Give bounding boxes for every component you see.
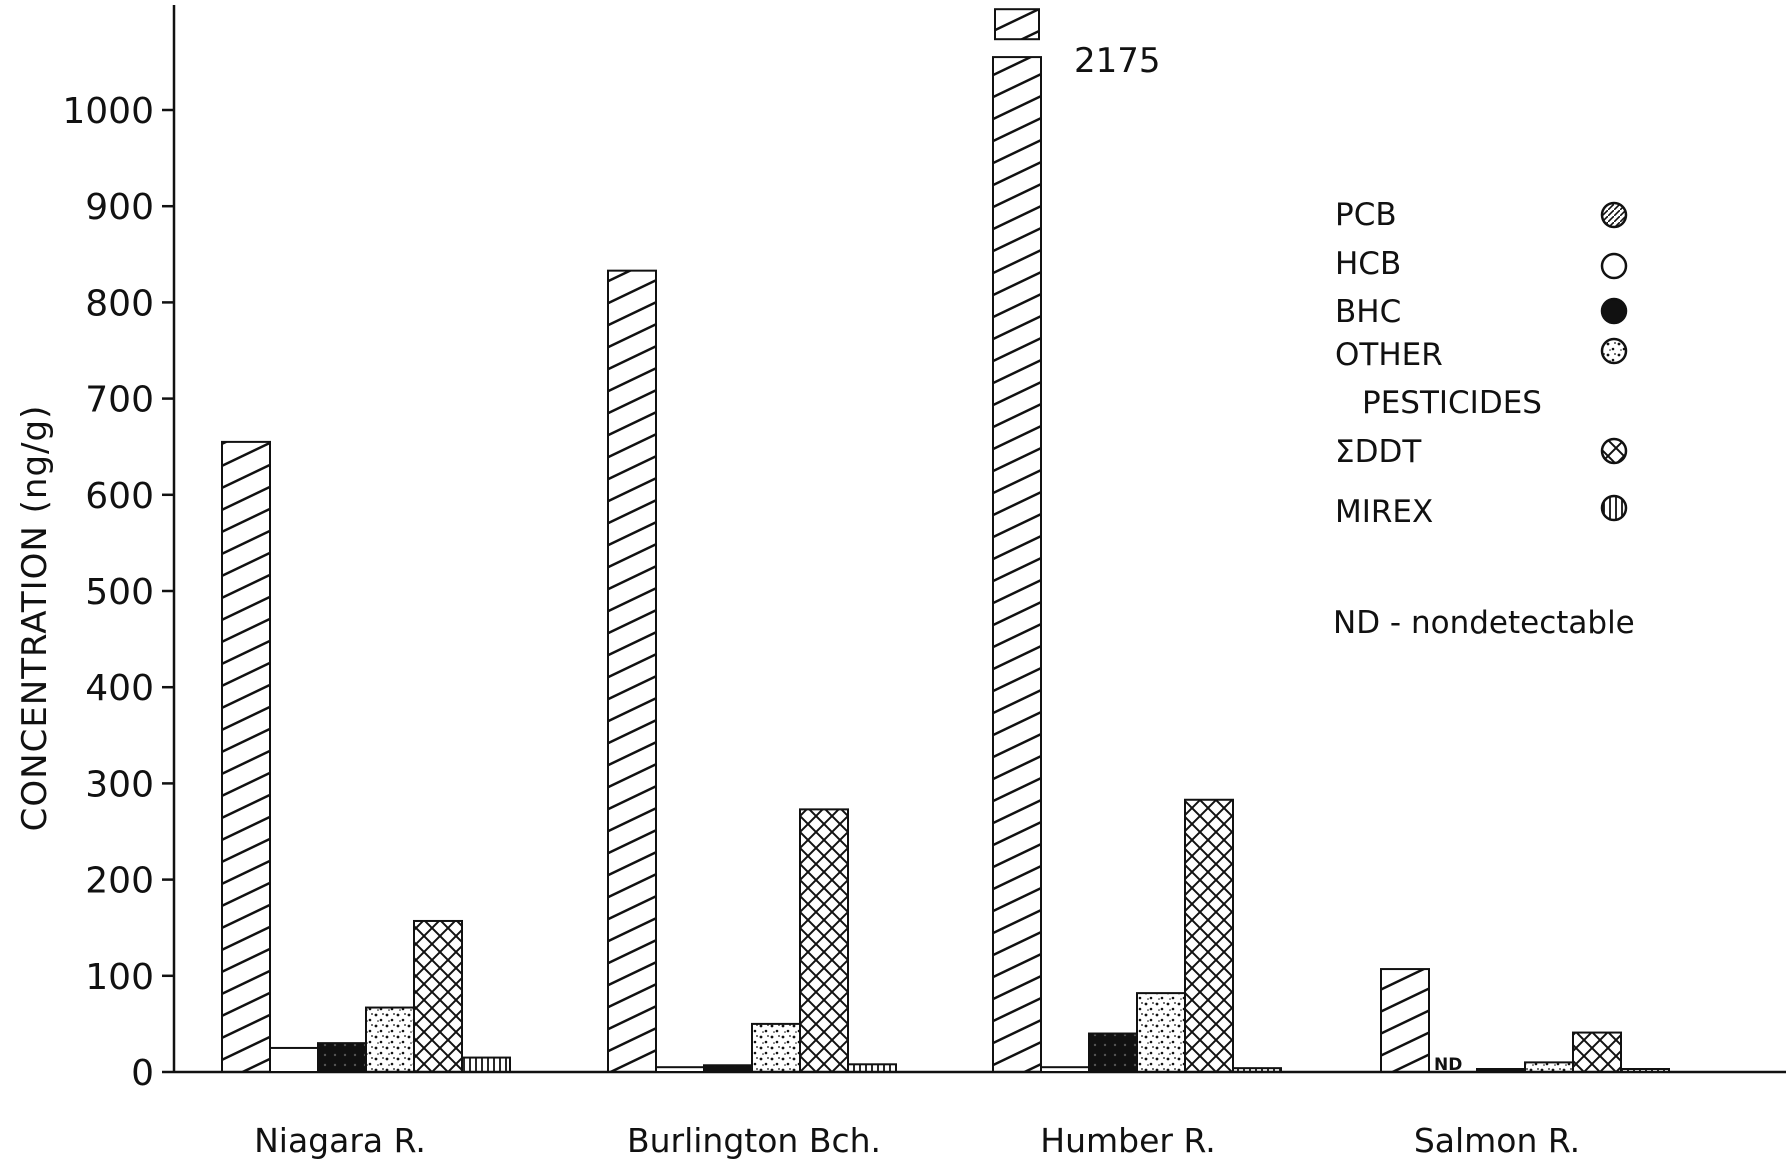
legend-label: ΣDDT (1335, 434, 1422, 470)
bar-diagonal (992, 56, 1042, 1073)
legend-label: BHC (1335, 294, 1401, 330)
legend-label: PESTICIDES (1362, 385, 1542, 421)
stipple-circle-icon (1600, 337, 1628, 365)
x-tick-label: Burlington Bch. (627, 1121, 881, 1160)
x-labels: Niagara R. Burlington Bch. Humber R. Salmon… (254, 1121, 1580, 1160)
y-tick-label: 500 (85, 572, 154, 613)
x-tick-label: Niagara R. (254, 1121, 426, 1160)
bar-solid (703, 1064, 753, 1073)
y-tick-label: 200 (85, 861, 154, 902)
bar-vertical (1232, 1067, 1282, 1073)
annotation-2175: 2175 (1074, 41, 1161, 81)
bar-vertical (847, 1063, 897, 1073)
bar-solid (1476, 1068, 1526, 1073)
y-axis-title: CONCENTRATION (ng/g) (15, 405, 55, 832)
legend-note: ND - nondetectable (1333, 605, 1635, 641)
bar-open (655, 1066, 705, 1073)
vertical-circle-icon (1600, 494, 1628, 522)
open-circle-icon (1600, 252, 1628, 280)
y-tick-label: 900 (85, 187, 154, 228)
bar-crosshatch (413, 919, 463, 1073)
legend: PCB HCB BHC OTHER PESTICIDES ΣDDT MIREX (1335, 197, 1628, 530)
legend-label: MIREX (1335, 494, 1433, 530)
y-tick-label: 700 (85, 380, 154, 421)
legend-label: HCB (1335, 246, 1401, 282)
y-tick-label: 300 (85, 764, 154, 805)
bar-solid (1088, 1032, 1138, 1074)
bar-open (269, 1046, 319, 1073)
bar-stipple (1136, 992, 1186, 1074)
x-tick-label: Humber R. (1040, 1121, 1215, 1160)
bar-vertical (1620, 1068, 1670, 1073)
y-tick-label: 400 (85, 668, 154, 709)
y-tick-label: 600 (85, 476, 154, 517)
annotations: 2175 ND (1074, 41, 1462, 1075)
bar-diagonal (221, 440, 271, 1073)
bar-crosshatch (1184, 798, 1234, 1074)
bar-open (1040, 1066, 1090, 1073)
y-tick-label: 1000 (62, 91, 154, 132)
bar-stipple (751, 1022, 801, 1074)
bar-crosshatch (1572, 1031, 1622, 1073)
y-ticks: 0 100 200 300 400 500 600 700 800 900 1000 (62, 91, 174, 1094)
y-tick-label: 800 (85, 283, 154, 324)
annotation-nd: ND (1434, 1055, 1462, 1075)
legend-label: PCB (1335, 197, 1397, 233)
diagonal-circle-icon (1600, 201, 1628, 229)
bars (221, 8, 1670, 1074)
legend-label: OTHER (1335, 337, 1443, 373)
crosshatch-circle-icon (1600, 437, 1628, 465)
bar-diagonal (1380, 968, 1430, 1073)
bar-diagonal (607, 269, 657, 1073)
solid-circle-icon (1600, 297, 1628, 325)
axes (172, 5, 1786, 1074)
bar-solid (317, 1042, 367, 1074)
bar-break-stub (994, 8, 1040, 41)
y-tick-label: 0 (131, 1053, 154, 1094)
y-tick-label: 100 (85, 957, 154, 998)
bar-stipple (365, 1006, 415, 1074)
bar-vertical (461, 1056, 511, 1073)
x-tick-label: Salmon R. (1414, 1121, 1580, 1160)
bar-crosshatch (799, 808, 849, 1074)
bar-stipple (1524, 1061, 1574, 1074)
